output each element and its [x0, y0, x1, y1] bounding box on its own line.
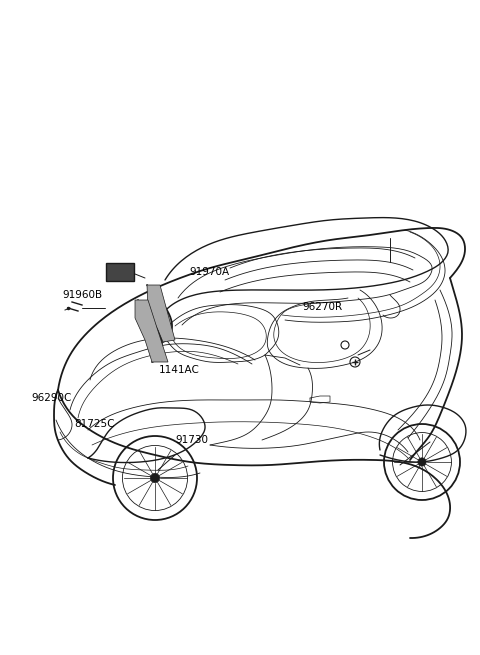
Polygon shape	[147, 285, 175, 342]
Text: 96290C: 96290C	[31, 393, 72, 403]
Text: 91730: 91730	[175, 435, 208, 445]
Polygon shape	[135, 300, 168, 362]
Text: 81725C: 81725C	[74, 419, 115, 430]
Ellipse shape	[150, 474, 160, 483]
Bar	[106, 263, 134, 281]
Text: 1141AC: 1141AC	[158, 365, 199, 375]
Text: 91960B: 91960B	[62, 290, 103, 300]
Text: 91970A: 91970A	[190, 267, 230, 277]
Ellipse shape	[418, 458, 426, 466]
Text: 96270R: 96270R	[302, 301, 343, 312]
